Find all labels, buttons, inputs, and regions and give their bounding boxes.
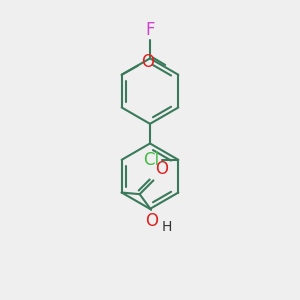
Text: O: O (155, 160, 168, 178)
Text: O: O (145, 212, 158, 230)
Text: O: O (141, 53, 154, 71)
Text: Cl: Cl (143, 151, 159, 169)
Text: H: H (162, 220, 172, 234)
Text: F: F (145, 21, 155, 39)
